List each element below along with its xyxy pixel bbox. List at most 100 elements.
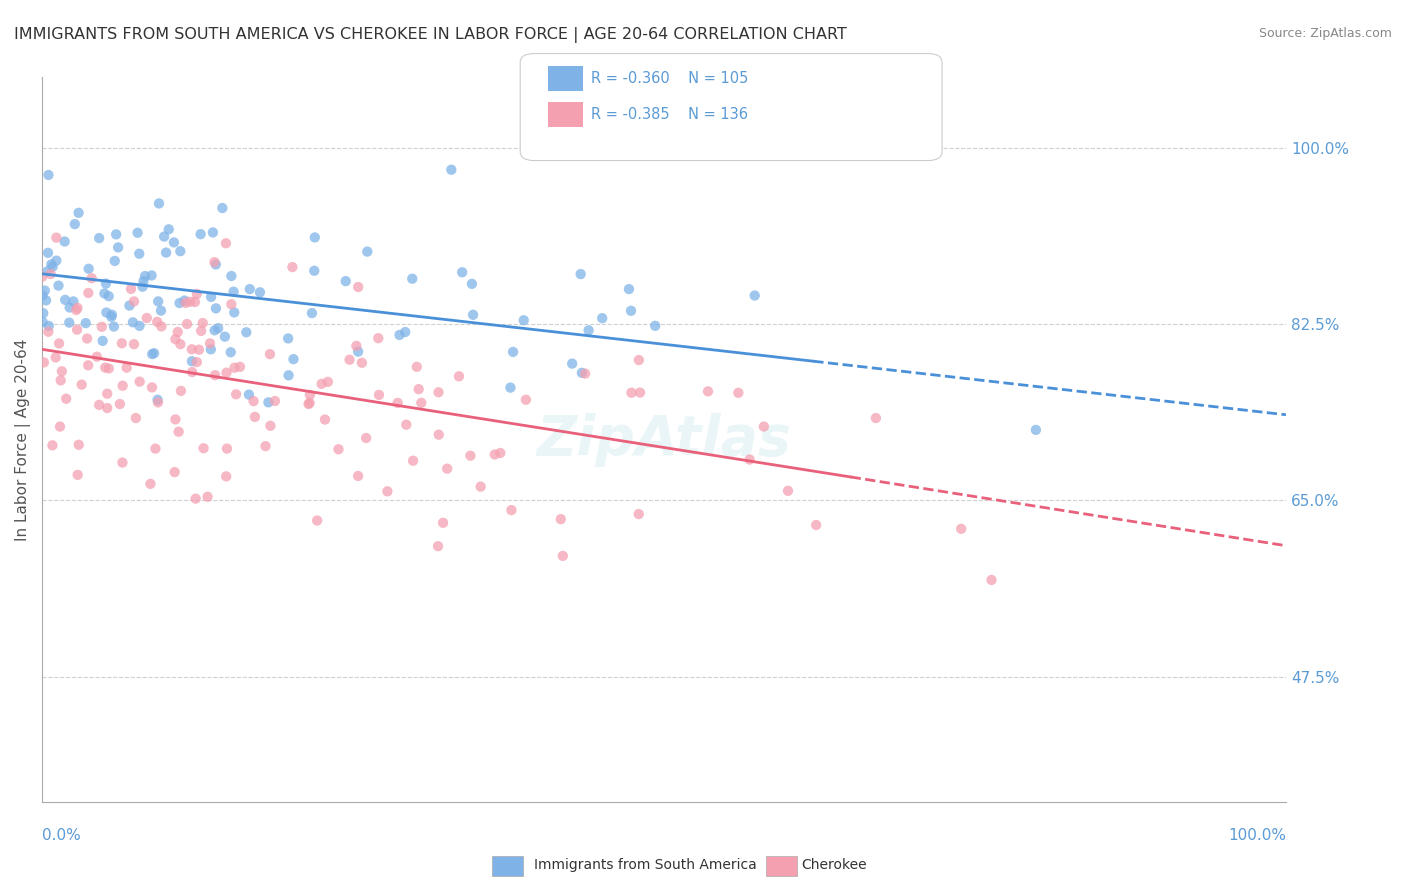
Point [561,357,583,371]
Point [111,378,134,392]
Point [37,325,59,339]
Point [173,293,195,308]
Point [31,269,53,284]
Point [205,301,228,316]
Point [484,448,506,462]
Point [166,325,188,339]
Point [198,336,221,351]
Point [215,366,238,380]
Point [627,507,650,521]
Point [146,392,169,407]
Point [515,392,537,407]
Point [120,282,142,296]
Point [197,490,219,504]
Text: R = -0.385    N = 136: R = -0.385 N = 136 [591,107,748,121]
Point [513,313,536,327]
Point [141,268,163,283]
Point [211,201,233,215]
Point [66,323,89,337]
Text: Cherokee: Cherokee [801,858,868,872]
Point [122,337,145,351]
Point [37,245,59,260]
Point [620,385,643,400]
Point [304,230,326,244]
Text: 0.0%: 0.0% [42,828,82,843]
Point [221,268,243,283]
Point [259,347,281,361]
Point [219,345,242,359]
Point [1025,423,1047,437]
Point [752,419,775,434]
Point [37,168,59,182]
Point [283,352,305,367]
Point [34,284,56,298]
Point [347,469,370,483]
Point [298,388,321,402]
Point [150,303,173,318]
Point [134,268,156,283]
Point [207,321,229,335]
Point [551,549,574,563]
Point [405,359,427,374]
Point [204,255,226,269]
Point [77,261,100,276]
Point [105,227,128,242]
Point [191,316,214,330]
Point [143,346,166,360]
Point [259,418,281,433]
Point [76,332,98,346]
Point [174,296,197,310]
Point [66,467,89,482]
Point [41,257,63,271]
Point [163,235,186,250]
Point [141,380,163,394]
Point [264,394,287,409]
Point [41,260,63,274]
Point [235,326,257,340]
Point [447,369,470,384]
Point [128,375,150,389]
Point [214,329,236,343]
Point [128,318,150,333]
Point [281,260,304,274]
Point [347,280,370,294]
Point [335,274,357,288]
Point [49,373,72,387]
Point [37,264,59,278]
Point [32,306,55,320]
Point [150,319,173,334]
Point [304,264,326,278]
Point [350,356,373,370]
Point [118,299,141,313]
Point [188,343,211,357]
Point [578,323,600,337]
Point [51,364,73,378]
Point [122,315,145,329]
Point [804,518,827,533]
Point [571,366,593,380]
Point [950,522,973,536]
Point [224,360,246,375]
Point [224,305,246,319]
Point [135,311,157,326]
Point [193,442,215,456]
Point [186,287,208,301]
Point [55,392,77,406]
Point [132,274,155,288]
Point [225,387,247,401]
Point [75,316,97,330]
Point [574,367,596,381]
Point [146,315,169,329]
Point [111,456,134,470]
Point [181,365,204,379]
Point [200,343,222,357]
Point [377,484,399,499]
Point [104,254,127,268]
Text: 100.0%: 100.0% [1227,828,1286,843]
Point [388,327,411,342]
Point [461,308,484,322]
Point [328,442,350,457]
Point [411,396,433,410]
Point [297,397,319,411]
Point [354,431,377,445]
